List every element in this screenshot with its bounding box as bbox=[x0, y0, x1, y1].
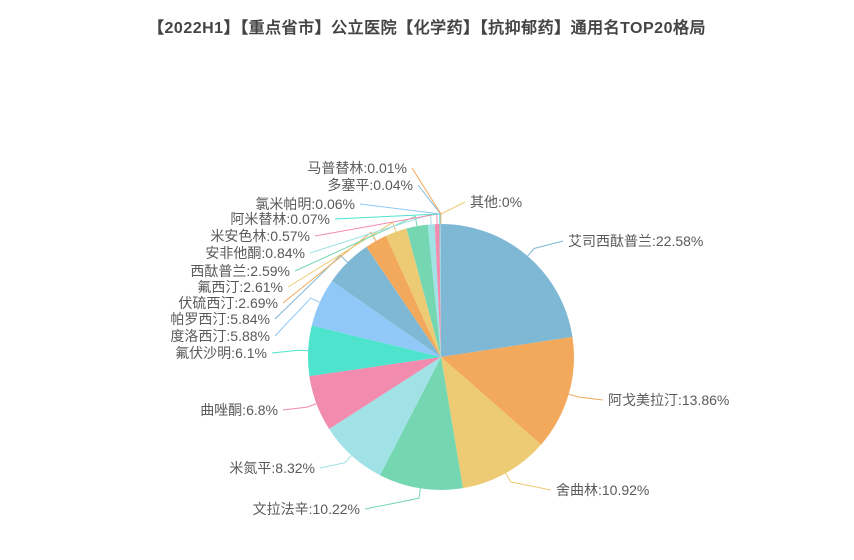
chart-title: 【2022H1】【重点省市】公立医院【化学药】【抗抑郁药】通用名TOP20格局 bbox=[148, 20, 706, 37]
slice-label-9: 伏硫西汀:2.69% bbox=[178, 295, 278, 311]
slice-leader-line-6 bbox=[271, 349, 309, 354]
slice-label-14: 阿米替林:0.07% bbox=[230, 211, 330, 227]
pie-slice-14[interactable] bbox=[439, 224, 442, 357]
slice-label-15: 氯米帕明:0.06% bbox=[255, 196, 355, 212]
slice-label-18: 其他:0% bbox=[470, 194, 522, 210]
slice-label-12: 安非他酮:0.84% bbox=[205, 245, 305, 261]
pie-slice-2[interactable] bbox=[441, 357, 542, 489]
slice-label-6: 氟伏沙明:6.1% bbox=[175, 345, 267, 361]
pie-slice-6[interactable] bbox=[308, 325, 441, 377]
slice-leader-line-5 bbox=[282, 403, 317, 411]
slice-leader-line-9 bbox=[282, 231, 377, 304]
slice-leader-line-18 bbox=[440, 201, 466, 224]
slice-leader-line-7 bbox=[274, 297, 320, 337]
pie-slice-1[interactable] bbox=[441, 336, 575, 445]
slice-label-5: 曲唑酮:6.8% bbox=[200, 402, 278, 418]
slice-label-8: 帕罗西汀:5.84% bbox=[170, 311, 270, 327]
slice-label-17: 马普替林:0.01% bbox=[307, 160, 407, 176]
slice-label-4: 米氮平:8.32% bbox=[229, 460, 315, 476]
slice-leader-line-8 bbox=[274, 254, 348, 320]
pie-slice-3[interactable] bbox=[380, 357, 463, 490]
pie-slice-9[interactable] bbox=[366, 235, 441, 357]
pie-slice-15[interactable] bbox=[440, 223, 441, 357]
slice-label-2: 舍曲林:10.92% bbox=[556, 482, 649, 498]
slice-leader-line-11 bbox=[294, 215, 418, 272]
slice-label-7: 度洛西汀:5.88% bbox=[170, 328, 270, 344]
pie-slice-10[interactable] bbox=[385, 228, 441, 357]
pie-slice-0[interactable] bbox=[441, 224, 573, 357]
slice-leader-line-2 bbox=[505, 472, 552, 491]
slice-label-16: 多塞平:0.04% bbox=[327, 177, 413, 193]
slice-label-10: 氟西汀:2.61% bbox=[197, 279, 283, 295]
slice-label-1: 阿戈美拉汀:13.86% bbox=[608, 392, 729, 408]
slice-leader-line-1 bbox=[568, 393, 604, 401]
pie-slice-13[interactable] bbox=[434, 224, 441, 357]
slice-label-3: 文拉法辛:10.22% bbox=[253, 501, 360, 517]
slice-leader-line-4 bbox=[319, 455, 352, 469]
slice-leader-line-0 bbox=[527, 240, 564, 257]
pie-slice-11[interactable] bbox=[406, 224, 441, 357]
slice-label-0: 艾司西酞普兰:22.58% bbox=[568, 233, 703, 249]
slice-label-11: 西酞普兰:2.59% bbox=[190, 263, 290, 279]
pie-slice-5[interactable] bbox=[309, 357, 441, 429]
pie-slice-7[interactable] bbox=[311, 281, 441, 357]
pie-slice-8[interactable] bbox=[331, 246, 441, 357]
pie-slice-4[interactable] bbox=[329, 357, 441, 476]
slice-leader-line-3 bbox=[364, 488, 421, 510]
slice-label-13: 米安色林:0.57% bbox=[210, 228, 310, 244]
pie-slice-12[interactable] bbox=[427, 224, 441, 357]
